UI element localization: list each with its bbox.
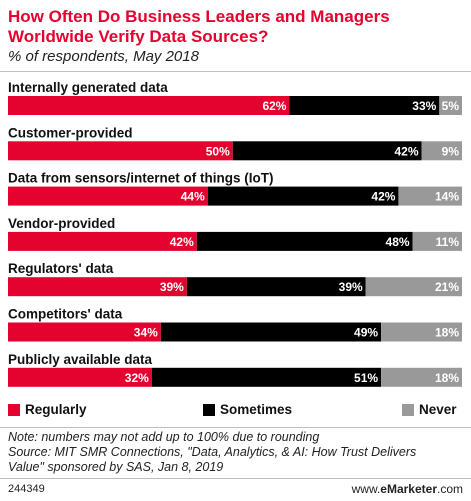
emarketer-logo: www.eMarketer.com [351,482,463,496]
value-label-sometimes: 51% [354,371,378,385]
legend-divider [0,427,471,428]
bar-segment-never [365,277,462,297]
value-label-never: 11% [436,235,460,249]
value-label-sometimes: 39% [339,280,363,294]
value-label-regularly: 42% [170,235,194,249]
bar-segment-never [421,141,462,161]
category-label: Internally generated data [8,80,168,95]
bar-segment-sometimes [196,231,413,251]
chart-title-line1: How Often Do Business Leaders and Manage… [8,7,390,26]
value-label-regularly: 32% [125,371,149,385]
legend-label-never: Never [419,402,457,417]
bar-segment-sometimes [207,186,399,206]
bar-segment-never [381,322,462,342]
bar-segment-never [381,367,462,387]
rounding-note: Note: numbers may not add up to 100% due… [8,430,320,444]
legend-swatch-regularly [8,403,20,416]
bar-segment-regularly [8,186,208,206]
bar-segment-never [439,96,462,115]
chart-id: 244349 [8,483,45,495]
value-label-regularly: 62% [262,99,286,113]
value-label-never: 5% [442,99,460,113]
bar-segment-never [398,186,462,206]
value-label-regularly: 39% [160,280,184,294]
category-label: Customer-provided [8,125,133,140]
bar-segment-regularly [8,231,197,251]
chart-subtitle: % of respondents, May 2018 [8,48,199,65]
bar-segment-regularly [8,277,187,297]
value-label-sometimes: 42% [395,144,419,158]
stacked-bar-chart: Internally generated data 62% 33% 5% Custome… [8,80,462,387]
chart-title-line2: Worldwide Verify Data Sources? [8,27,269,46]
bar-segment-regularly [8,96,290,115]
source-note-line2: Value" sponsored by SAS, Jan 8, 2019 [8,460,224,474]
legend-regularly: Regularly [8,402,87,417]
value-label-sometimes: 49% [354,326,378,340]
bar-segment-regularly [8,367,152,387]
value-label-regularly: 44% [181,190,205,204]
value-label-never: 21% [435,280,459,294]
legend-never: Never [402,402,457,417]
bar-segment-sometimes [232,141,422,161]
legend-swatch-never [402,403,414,416]
category-label: Vendor-provided [8,216,115,231]
bar-segment-sometimes [186,277,366,297]
top-divider [0,71,471,72]
value-label-sometimes: 48% [386,235,410,249]
value-label-sometimes: 33% [412,99,436,113]
legend-label-sometimes: Sometimes [220,402,293,417]
value-label-never: 18% [435,371,459,385]
value-label-regularly: 34% [134,326,158,340]
bar-segment-sometimes [160,322,382,342]
value-label-never: 18% [435,326,459,340]
legend-sometimes: Sometimes [203,402,292,417]
bar-segment-sometimes [151,367,382,387]
source-note-line1: Source: MIT SMR Connections, "Data, Anal… [8,445,417,459]
category-label: Regulators' data [8,261,114,276]
legend-label-regularly: Regularly [25,402,87,417]
bar-segment-regularly [8,141,233,161]
bar-segment-never [412,231,462,251]
bar-segment-sometimes [289,96,440,115]
legend-swatch-sometimes [203,403,215,416]
bar-segment-regularly [8,322,161,342]
value-label-regularly: 50% [206,144,230,158]
category-label: Competitors' data [8,307,123,322]
category-label: Data from sensors/internet of things (Io… [8,171,274,186]
category-label: Publicly available data [8,352,153,367]
value-label-never: 9% [442,144,460,158]
value-label-never: 14% [435,190,459,204]
value-label-sometimes: 42% [371,190,395,204]
footer-divider [0,478,471,479]
